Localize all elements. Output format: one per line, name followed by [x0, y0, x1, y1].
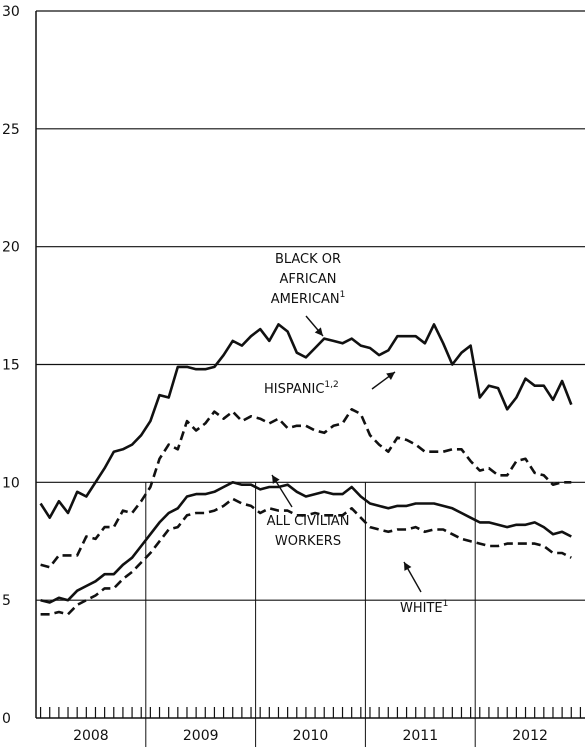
- annotations: BLACK OR AFRICAN AMERICAN1 HISPANIC1,2 ALL C…: [264, 252, 448, 616]
- series-line-2: [40, 481, 572, 604]
- x-tick-label-2008: 2008: [73, 728, 109, 744]
- series-line-3: [40, 497, 572, 616]
- annotation-label-0: AFRICAN: [280, 272, 337, 287]
- annotation-label-2: WORKERS: [275, 534, 341, 549]
- x-tick-label-2011: 2011: [402, 728, 438, 744]
- series-line-0: [39, 323, 573, 519]
- y-tick-label-15: 15: [2, 358, 20, 374]
- annotation-arrowhead-0: [314, 327, 323, 336]
- y-tick-label-20: 20: [2, 240, 20, 256]
- annotation-superscript-0: 1: [340, 290, 346, 300]
- annotation-label-1: HISPANIC1,2: [264, 380, 339, 397]
- annotation-arrowhead-1: [386, 372, 395, 380]
- y-tick-label-5: 5: [2, 593, 11, 609]
- x-axis: 2008 2009 2010 2011 2012: [36, 707, 585, 744]
- series-line-1: [40, 408, 572, 569]
- annotation-arrowhead-2: [272, 475, 280, 484]
- annotation-arrowhead-3: [404, 562, 412, 571]
- annotation-label-2: ALL CIVILIAN: [267, 514, 350, 529]
- annotation-label-0: BLACK OR: [275, 252, 341, 267]
- annotation-superscript-1: 1,2: [324, 380, 338, 390]
- series-lines: [39, 323, 573, 616]
- x-tick-label-2009: 2009: [183, 728, 219, 744]
- gridlines: [35, 10, 585, 747]
- annotation-label-3: WHITE1: [400, 599, 448, 616]
- y-tick-labels: 0 5 10 15 20 25 30: [2, 4, 20, 727]
- y-tick-label-25: 25: [2, 122, 20, 138]
- annotation-label-0: AMERICAN1: [271, 290, 346, 307]
- y-tick-label-10: 10: [2, 475, 20, 491]
- annotation-superscript-3: 1: [443, 599, 449, 609]
- x-tick-label-2010: 2010: [293, 728, 329, 744]
- y-tick-label-30: 30: [2, 4, 20, 20]
- y-tick-label-0: 0: [2, 711, 11, 727]
- x-tick-label-2012: 2012: [512, 728, 548, 744]
